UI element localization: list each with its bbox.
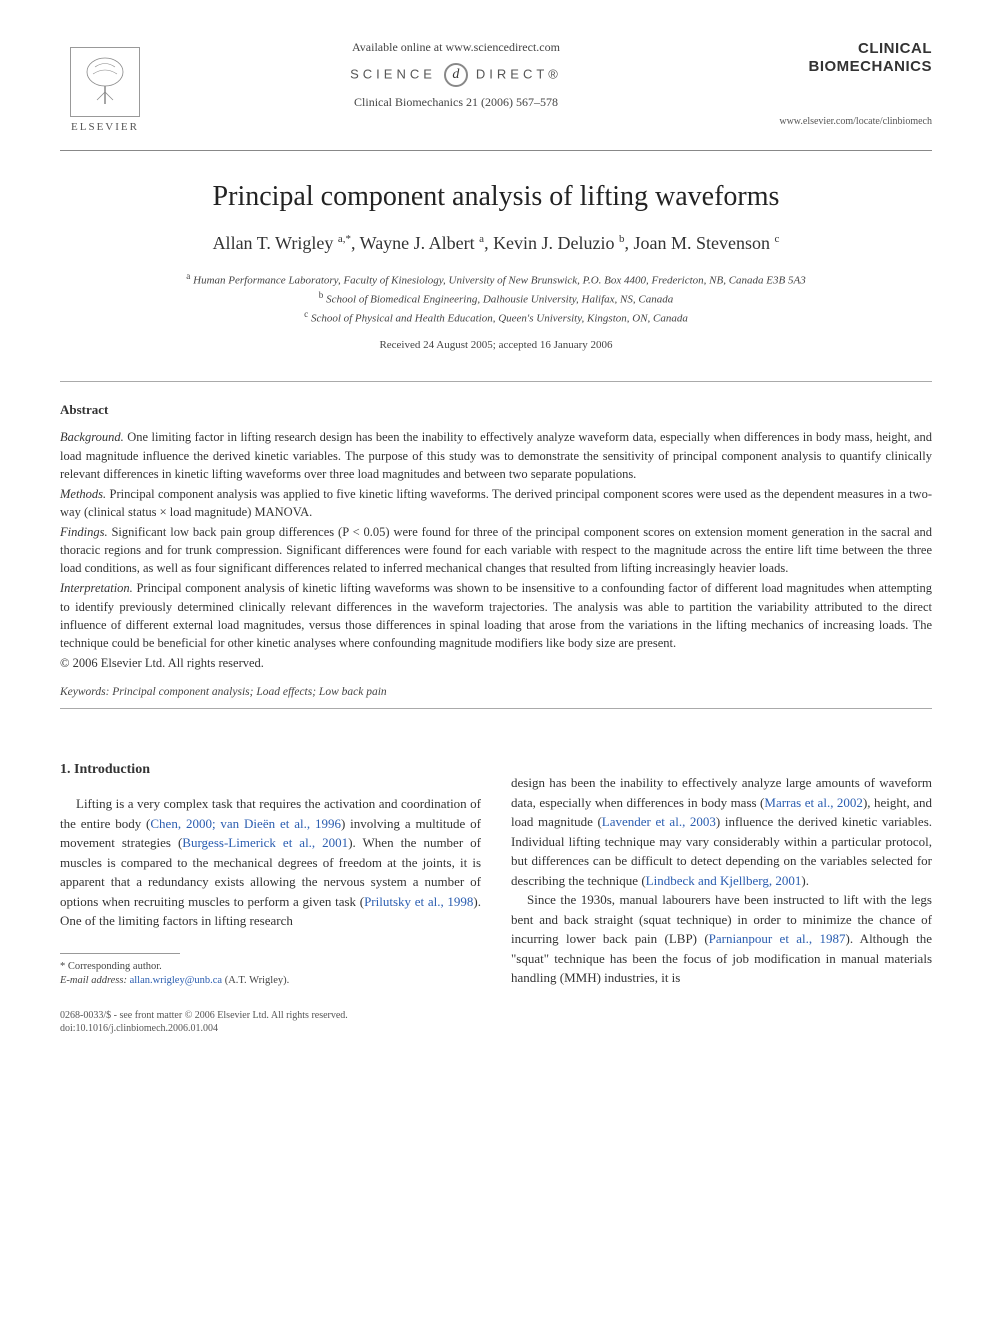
right-header: CLINICAL BIOMECHANICS www.elsevier.com/l… — [762, 40, 932, 127]
footer-info: 0268-0033/$ - see front matter © 2006 El… — [60, 1009, 481, 1035]
left-column: 1. Introduction Lifting is a very comple… — [60, 729, 481, 1035]
intro-paragraph-1-continued: design has been the inability to effecti… — [511, 773, 932, 890]
abstract-top-divider — [60, 381, 932, 382]
abstract-methods: Methods. Principal component analysis wa… — [60, 485, 932, 521]
available-online-text: Available online at www.sciencedirect.co… — [170, 40, 742, 55]
abstract-heading: Abstract — [60, 402, 932, 418]
journal-name: CLINICAL BIOMECHANICS — [762, 40, 932, 76]
affiliation-b: b School of Biomedical Engineering, Dalh… — [60, 289, 932, 308]
issn-line: 0268-0033/$ - see front matter © 2006 El… — [60, 1009, 481, 1022]
affiliation-a: a Human Performance Laboratory, Faculty … — [60, 270, 932, 289]
email-link[interactable]: allan.wrigley@unb.ca — [130, 975, 222, 986]
elsevier-tree-icon — [70, 47, 140, 117]
ref-lavender-2003[interactable]: Lavender et al., 2003 — [602, 814, 716, 829]
affiliation-c: c School of Physical and Health Educatio… — [60, 308, 932, 327]
sd-d-icon: d — [444, 63, 468, 87]
page-header: ELSEVIER Available online at www.science… — [60, 40, 932, 140]
sd-right: DIRECT® — [476, 67, 562, 82]
publisher-logo: ELSEVIER — [60, 40, 150, 140]
ref-chen-2000[interactable]: Chen, 2000; van Dieën et al., 1996 — [150, 816, 341, 831]
footnote-divider — [60, 953, 180, 954]
center-header: Available online at www.sciencedirect.co… — [150, 40, 762, 110]
corresponding-author: * Corresponding author. — [60, 960, 481, 975]
keywords: Keywords: Principal component analysis; … — [60, 686, 932, 698]
doi-line: doi:10.1016/j.clinbiomech.2006.01.004 — [60, 1022, 481, 1035]
publisher-name: ELSEVIER — [71, 121, 139, 133]
abstract-bottom-divider — [60, 708, 932, 709]
email-line: E-mail address: allan.wrigley@unb.ca (A.… — [60, 974, 481, 989]
ref-parnianpour-1987[interactable]: Parnianpour et al., 1987 — [709, 931, 846, 946]
received-dates: Received 24 August 2005; accepted 16 Jan… — [60, 339, 932, 351]
article-title: Principal component analysis of lifting … — [60, 181, 932, 213]
body-columns: 1. Introduction Lifting is a very comple… — [60, 729, 932, 1035]
footnote: * Corresponding author. E-mail address: … — [60, 960, 481, 989]
journal-url: www.elsevier.com/locate/clinbiomech — [762, 116, 932, 127]
authors-line: Allan T. Wrigley a,*, Wayne J. Albert a,… — [60, 233, 932, 254]
ref-lindbeck-2001[interactable]: Lindbeck and Kjellberg, 2001 — [646, 873, 802, 888]
journal-reference: Clinical Biomechanics 21 (2006) 567–578 — [170, 95, 742, 110]
ref-burgess-2001[interactable]: Burgess-Limerick et al., 2001 — [182, 835, 348, 850]
abstract-background: Background. One limiting factor in lifti… — [60, 428, 932, 482]
science-direct-logo: SCIENCE d DIRECT® — [170, 63, 742, 87]
sd-left: SCIENCE — [350, 67, 436, 82]
intro-paragraph-2: Since the 1930s, manual labourers have b… — [511, 890, 932, 988]
ref-marras-2002[interactable]: Marras et al., 2002 — [764, 795, 863, 810]
abstract-findings: Findings. Significant low back pain grou… — [60, 523, 932, 577]
right-column: design has been the inability to effecti… — [511, 729, 932, 1035]
ref-prilutsky-1998[interactable]: Prilutsky et al., 1998 — [364, 894, 473, 909]
keywords-text: Principal component analysis; Load effec… — [112, 686, 386, 698]
abstract-body: Background. One limiting factor in lifti… — [60, 428, 932, 672]
section-1-heading: 1. Introduction — [60, 759, 481, 780]
intro-paragraph-1: Lifting is a very complex task that requ… — [60, 794, 481, 931]
abstract-interpretation: Interpretation. Principal component anal… — [60, 579, 932, 652]
affiliations: a Human Performance Laboratory, Faculty … — [60, 270, 932, 327]
abstract-copyright: © 2006 Elsevier Ltd. All rights reserved… — [60, 654, 932, 672]
keywords-label: Keywords: — [60, 686, 109, 698]
header-divider — [60, 150, 932, 151]
